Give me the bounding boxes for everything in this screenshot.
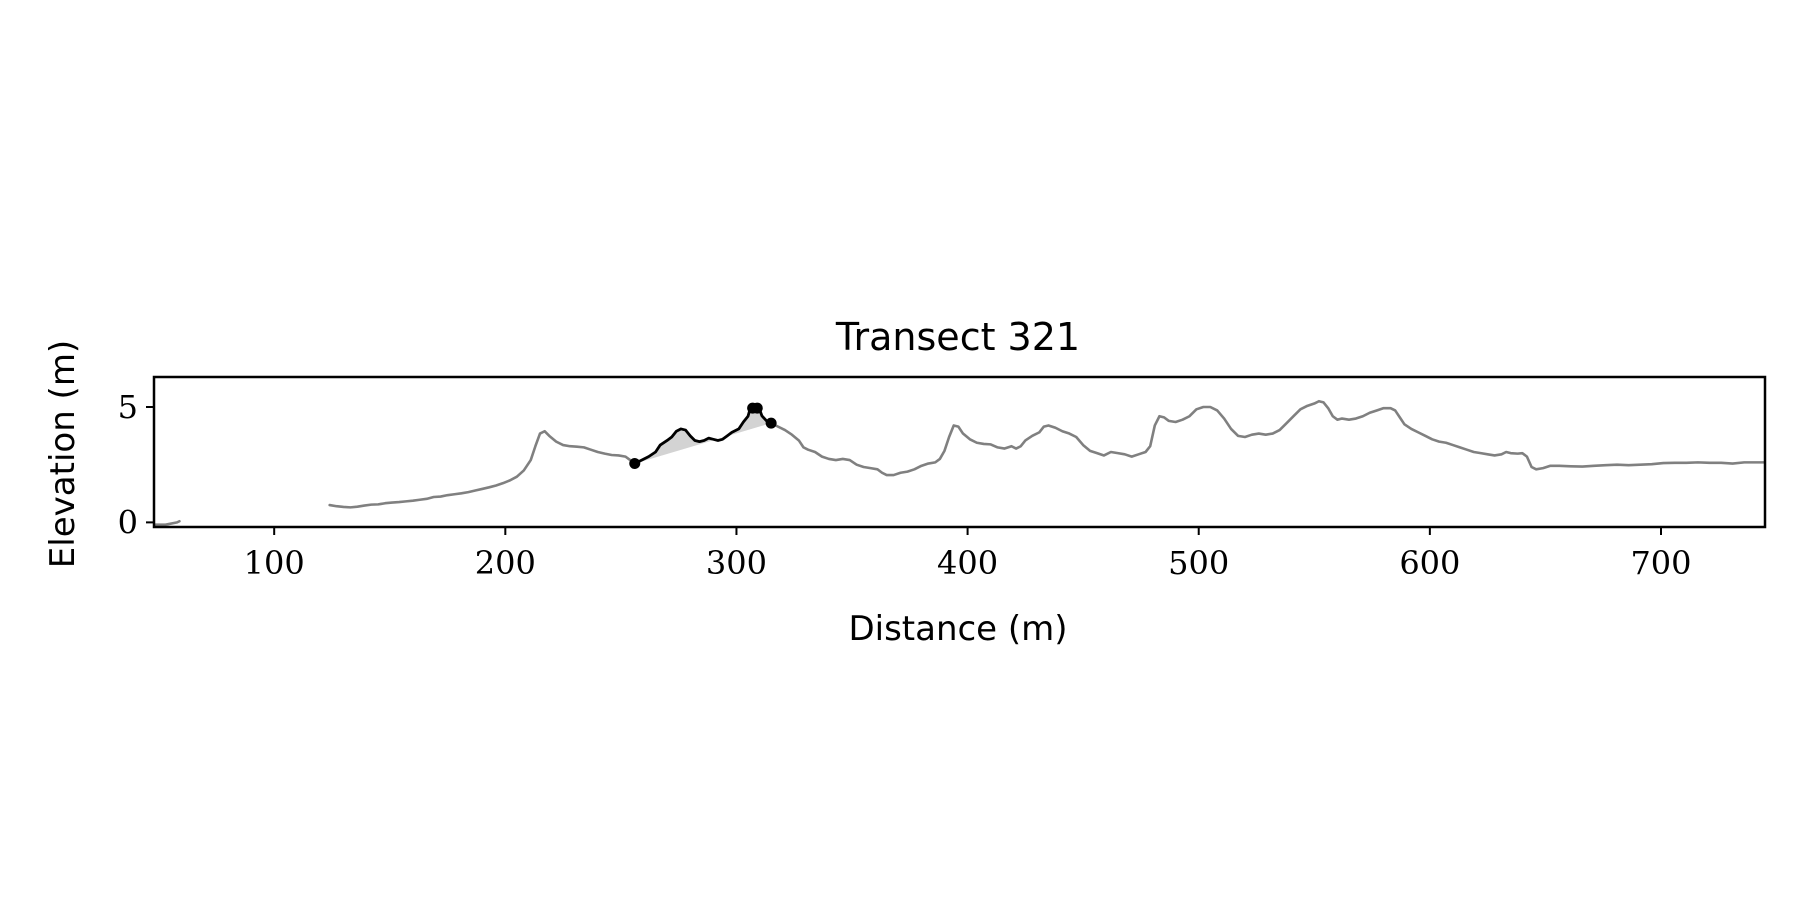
profile-line-1 — [328, 429, 637, 509]
x-tick-label-700: 700 — [1630, 544, 1691, 582]
axes-frame — [152, 375, 1767, 529]
plot-area — [154, 399, 1765, 526]
chart-title: Transect 321 — [835, 315, 1080, 359]
x-tick-label-200: 200 — [475, 544, 536, 582]
profile-line-0 — [154, 519, 181, 526]
highlight-marker-0 — [629, 458, 641, 470]
highlight-marker-2 — [751, 402, 763, 414]
x-axis-label: Distance (m) — [848, 609, 1067, 649]
x-tick-label-600: 600 — [1399, 544, 1460, 582]
x-tick-label-100: 100 — [244, 544, 305, 582]
x-tick-label-500: 500 — [1168, 544, 1229, 582]
y-tick-label-5: 5 — [118, 388, 138, 426]
profile-line-3 — [769, 399, 1765, 477]
x-tick-label-300: 300 — [706, 544, 767, 582]
y-tick-label-0: 0 — [118, 503, 138, 541]
axis-ticks: 100 200 300 400 500 600 700 0 5 — [118, 388, 1692, 582]
highlight-fill-area — [634, 408, 772, 464]
x-tick-label-400: 400 — [937, 544, 998, 582]
highlight-marker-3 — [765, 417, 777, 429]
y-axis-label: Elevation (m) — [43, 340, 83, 568]
